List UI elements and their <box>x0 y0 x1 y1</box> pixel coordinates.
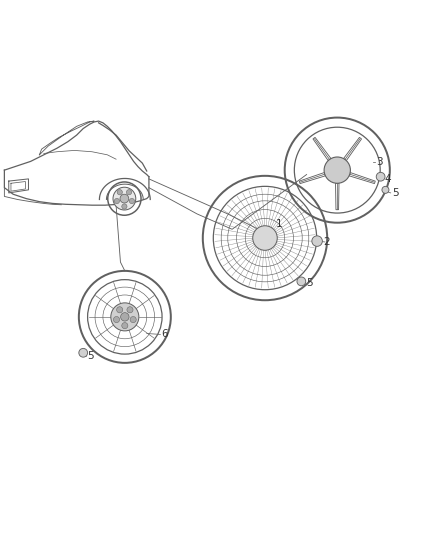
Circle shape <box>127 190 132 195</box>
Circle shape <box>129 198 134 204</box>
Circle shape <box>312 236 322 246</box>
Circle shape <box>324 157 350 183</box>
Circle shape <box>382 187 389 193</box>
Text: 4: 4 <box>385 174 391 184</box>
Text: 5: 5 <box>87 351 93 361</box>
Text: 5: 5 <box>307 278 313 288</box>
Text: 5: 5 <box>392 188 399 198</box>
Text: 1: 1 <box>276 219 283 229</box>
Circle shape <box>111 303 139 331</box>
Circle shape <box>117 190 122 195</box>
Circle shape <box>253 226 277 251</box>
Circle shape <box>114 198 120 204</box>
Circle shape <box>120 313 129 321</box>
Circle shape <box>120 194 129 203</box>
Circle shape <box>130 317 136 322</box>
Text: 3: 3 <box>376 157 382 167</box>
Text: 2: 2 <box>323 237 330 247</box>
Circle shape <box>117 306 123 313</box>
Circle shape <box>127 306 133 313</box>
Circle shape <box>297 277 306 286</box>
Circle shape <box>113 317 120 322</box>
Circle shape <box>122 322 128 329</box>
Text: 6: 6 <box>161 329 168 340</box>
Circle shape <box>79 349 88 357</box>
Circle shape <box>113 187 136 210</box>
Circle shape <box>122 204 127 209</box>
Circle shape <box>376 172 385 181</box>
